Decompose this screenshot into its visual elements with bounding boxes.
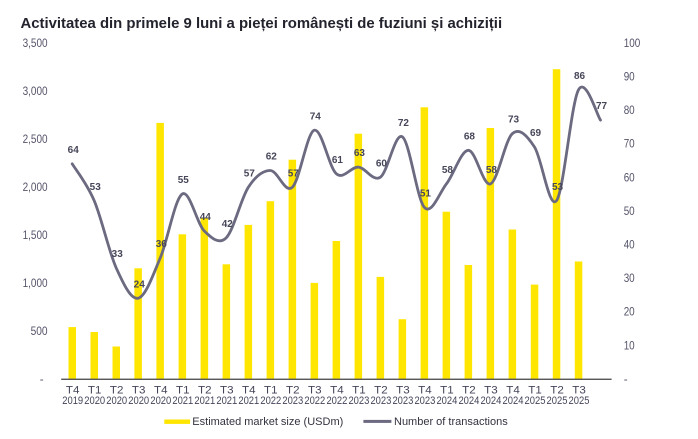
svg-text:44: 44 (200, 212, 211, 223)
svg-text:50: 50 (624, 205, 635, 218)
svg-text:T2: T2 (110, 385, 124, 397)
svg-text:T2: T2 (198, 385, 212, 397)
svg-text:2025: 2025 (569, 395, 590, 407)
svg-text:T1: T1 (440, 385, 454, 397)
svg-text:2022: 2022 (260, 395, 281, 407)
svg-text:60: 60 (376, 158, 387, 169)
svg-text:T3: T3 (132, 385, 146, 397)
svg-text:10: 10 (624, 339, 635, 352)
svg-text:T1: T1 (264, 385, 278, 397)
svg-text:2021: 2021 (194, 395, 215, 407)
svg-text:100: 100 (624, 37, 641, 50)
svg-text:T4: T4 (506, 385, 520, 397)
svg-text:2022: 2022 (304, 395, 325, 407)
svg-text:T3: T3 (396, 385, 410, 397)
svg-text:68: 68 (464, 131, 475, 142)
svg-text:Number of transactions: Number of transactions (394, 416, 508, 428)
svg-text:Activitatea din primele 9 luni: Activitatea din primele 9 luni a pieței … (21, 16, 503, 32)
svg-text:2025: 2025 (525, 395, 546, 407)
svg-text:T3: T3 (220, 385, 234, 397)
svg-text:63: 63 (354, 148, 365, 159)
svg-text:2020: 2020 (150, 395, 171, 407)
svg-text:57: 57 (244, 168, 255, 179)
svg-text:T1: T1 (176, 385, 190, 397)
svg-text:53: 53 (552, 182, 563, 193)
svg-text:40: 40 (624, 239, 635, 252)
svg-text:T2: T2 (462, 385, 476, 397)
svg-text:2024: 2024 (436, 395, 457, 407)
svg-text:60: 60 (624, 171, 635, 184)
svg-text:2024: 2024 (480, 395, 501, 407)
svg-text:T3: T3 (484, 385, 498, 397)
svg-text:2024: 2024 (458, 395, 479, 407)
svg-text:T2: T2 (374, 385, 388, 397)
svg-text:77: 77 (596, 101, 607, 112)
svg-text:3,000: 3,000 (23, 85, 48, 98)
svg-text:53: 53 (90, 182, 101, 193)
svg-text:20: 20 (624, 306, 635, 319)
svg-text:2025: 2025 (547, 395, 568, 407)
svg-text:-: - (624, 373, 628, 386)
svg-text:74: 74 (310, 111, 321, 122)
svg-text:1,500: 1,500 (23, 229, 48, 242)
svg-text:2024: 2024 (503, 395, 524, 407)
svg-text:2021: 2021 (172, 395, 193, 407)
svg-text:T4: T4 (242, 385, 256, 397)
svg-text:2,000: 2,000 (23, 181, 48, 194)
svg-text:500: 500 (31, 325, 48, 338)
svg-text:T4: T4 (66, 385, 80, 397)
svg-text:1,000: 1,000 (23, 277, 48, 290)
svg-text:T1: T1 (88, 385, 102, 397)
svg-text:24: 24 (134, 279, 145, 290)
svg-text:72: 72 (398, 118, 409, 129)
svg-text:62: 62 (266, 152, 277, 163)
svg-text:T1: T1 (352, 385, 366, 397)
svg-text:T1: T1 (528, 385, 542, 397)
svg-text:51: 51 (420, 189, 431, 200)
svg-text:T4: T4 (154, 385, 168, 397)
svg-text:T4: T4 (330, 385, 344, 397)
svg-text:2020: 2020 (106, 395, 127, 407)
svg-text:3,500: 3,500 (23, 37, 48, 50)
svg-text:T4: T4 (418, 385, 432, 397)
svg-text:2022: 2022 (326, 395, 347, 407)
svg-text:2021: 2021 (216, 395, 237, 407)
svg-text:33: 33 (112, 249, 123, 260)
svg-text:90: 90 (624, 71, 635, 84)
svg-text:73: 73 (508, 115, 519, 126)
svg-text:2020: 2020 (128, 395, 149, 407)
svg-text:2023: 2023 (282, 395, 303, 407)
svg-text:2023: 2023 (370, 395, 391, 407)
svg-text:64: 64 (68, 145, 79, 156)
svg-text:Estimated market size (USDm): Estimated market size (USDm) (192, 416, 343, 428)
svg-text:36: 36 (156, 239, 167, 250)
svg-text:2,500: 2,500 (23, 133, 48, 146)
svg-text:2023: 2023 (414, 395, 435, 407)
svg-text:80: 80 (624, 104, 635, 117)
svg-text:2021: 2021 (238, 395, 259, 407)
svg-text:58: 58 (486, 165, 497, 176)
svg-text:2023: 2023 (348, 395, 369, 407)
svg-text:30: 30 (624, 272, 635, 285)
svg-text:T2: T2 (286, 385, 300, 397)
svg-text:86: 86 (574, 71, 585, 82)
svg-text:2023: 2023 (392, 395, 413, 407)
svg-text:61: 61 (332, 155, 343, 166)
svg-text:57: 57 (288, 168, 299, 179)
svg-text:T3: T3 (308, 385, 322, 397)
svg-text:T2: T2 (550, 385, 564, 397)
svg-text:58: 58 (442, 165, 453, 176)
svg-text:55: 55 (178, 175, 189, 186)
svg-text:69: 69 (530, 128, 541, 139)
svg-text:70: 70 (624, 138, 635, 151)
svg-text:2019: 2019 (62, 395, 83, 407)
svg-text:T3: T3 (572, 385, 586, 397)
svg-text:42: 42 (222, 219, 233, 230)
svg-text:-: - (40, 373, 44, 386)
svg-text:2020: 2020 (84, 395, 105, 407)
